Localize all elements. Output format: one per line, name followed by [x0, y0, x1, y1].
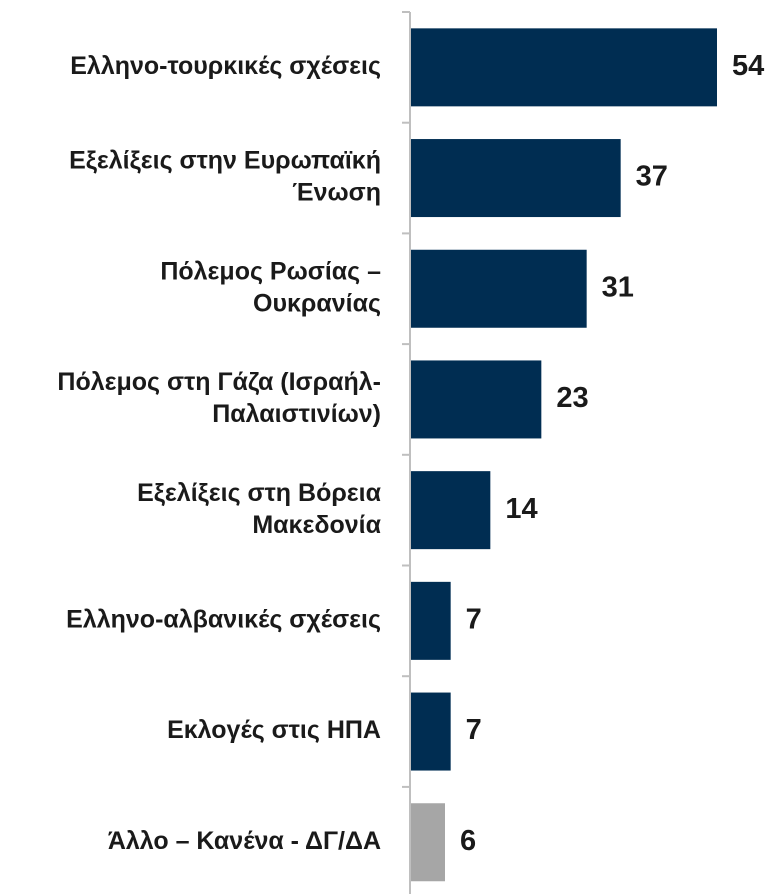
- bar: [411, 139, 621, 218]
- category-label-line: Άλλο – Κανένα - ΔΓ/ΔΑ: [108, 827, 381, 855]
- category-label: Ελληνο-τουρκικές σχέσεις: [70, 52, 381, 80]
- category-label-line: Πόλεμος στη Γάζα (Ισραήλ-: [57, 368, 381, 396]
- category-label: Ελληνο-αλβανικές σχέσεις: [66, 605, 381, 633]
- bar: [411, 471, 491, 550]
- category-label: Πόλεμος στη Γάζα (Ισραήλ- Παλαιστινίων): [57, 368, 381, 428]
- category-label-line: Παλαιστινίων): [212, 400, 381, 428]
- bar: [411, 803, 445, 882]
- category-label: Εξελίξεις στην Ευρωπαϊκή Ένωση: [69, 147, 381, 207]
- value-label: 7: [466, 714, 482, 746]
- bar: [411, 581, 451, 660]
- category-axis: [402, 11, 411, 894]
- bar: [411, 692, 451, 771]
- value-labels: 54 37 31 23 14 7 7 6: [460, 50, 764, 857]
- category-label-line: Μακεδονία: [252, 511, 381, 539]
- category-label-line: Εξελίξεις στη Βόρεια: [137, 479, 381, 507]
- category-label-line: Ουκρανίας: [253, 289, 381, 317]
- value-label: 54: [732, 50, 764, 82]
- bar: [411, 360, 542, 439]
- category-label-line: Εκλογές στις ΗΠΑ: [167, 716, 381, 744]
- category-label-line: Ένωση: [292, 179, 381, 207]
- category-labels: Ελληνο-τουρκικές σχέσεις Εξελίξεις στην Ε…: [57, 52, 381, 855]
- category-label-line: Ελληνο-αλβανικές σχέσεις: [66, 605, 381, 633]
- value-label: 31: [602, 271, 634, 303]
- bar: [411, 28, 717, 107]
- value-label: 14: [505, 493, 537, 525]
- category-label-line: Εξελίξεις στην Ευρωπαϊκή: [69, 147, 381, 175]
- category-label: Εκλογές στις ΗΠΑ: [167, 716, 381, 744]
- value-label: 7: [466, 604, 482, 636]
- category-label-line: Πόλεμος Ρωσίας –: [160, 257, 381, 285]
- value-label: 37: [636, 161, 668, 193]
- value-label: 6: [460, 825, 476, 857]
- bar-series: [411, 28, 717, 882]
- value-label: 23: [556, 382, 588, 414]
- bar: [411, 249, 587, 328]
- category-label: Άλλο – Κανένα - ΔΓ/ΔΑ: [108, 827, 381, 855]
- category-label: Εξελίξεις στη Βόρεια Μακεδονία: [137, 479, 382, 539]
- category-label: Πόλεμος Ρωσίας – Ουκρανίας: [160, 257, 381, 317]
- category-label-line: Ελληνο-τουρκικές σχέσεις: [70, 52, 381, 80]
